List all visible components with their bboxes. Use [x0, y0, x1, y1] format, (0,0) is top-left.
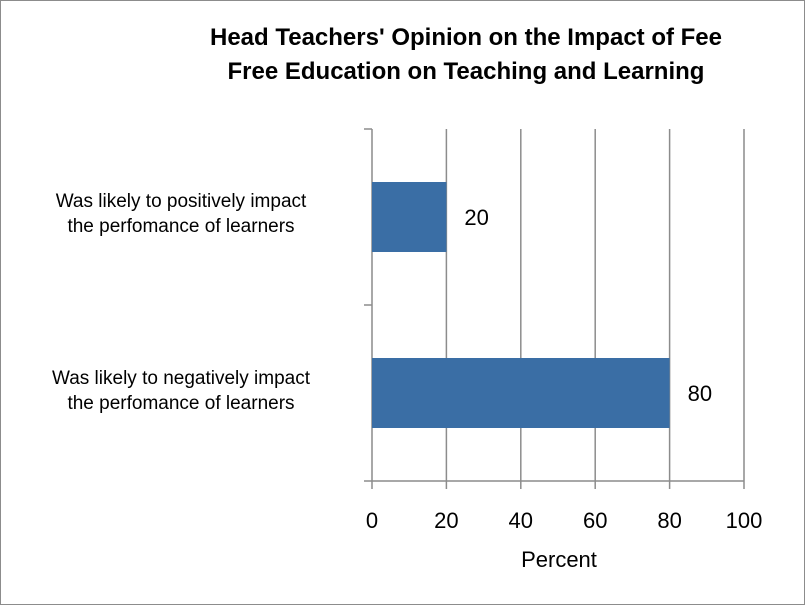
x-tick-label-40: 40	[509, 508, 533, 533]
bar-1	[372, 358, 670, 428]
x-tick-label-0: 0	[366, 508, 378, 533]
category-label-positive: Was likely to positively impact the perf…	[11, 189, 351, 239]
x-tick-label-100: 100	[726, 508, 763, 533]
chart-title: Head Teachers' Opinion on the Impact of …	[141, 21, 791, 89]
category-label-negative-line-1: Was likely to negatively impact	[51, 368, 310, 389]
bar-0	[372, 182, 447, 252]
x-tick-label-80: 80	[657, 508, 681, 533]
category-label-negative-line-2: the perfomance of learners	[67, 393, 295, 414]
category-label-negative: Was likely to negatively impact the perf…	[11, 366, 351, 416]
chart-title-line-1: Head Teachers' Opinion on the Impact of …	[209, 24, 722, 51]
x-axis-label: Percent	[521, 547, 597, 572]
category-label-positive-line-1: Was likely to positively impact	[55, 191, 307, 212]
data-label-1: 80	[688, 381, 712, 406]
x-tick-label-60: 60	[583, 508, 607, 533]
category-label-positive-line-2: the perfomance of learners	[67, 216, 295, 237]
chart-title-line-2: Free Education on Teaching and Learning	[227, 58, 705, 85]
x-tick-label-20: 20	[434, 508, 458, 533]
data-label-0: 20	[464, 205, 488, 230]
